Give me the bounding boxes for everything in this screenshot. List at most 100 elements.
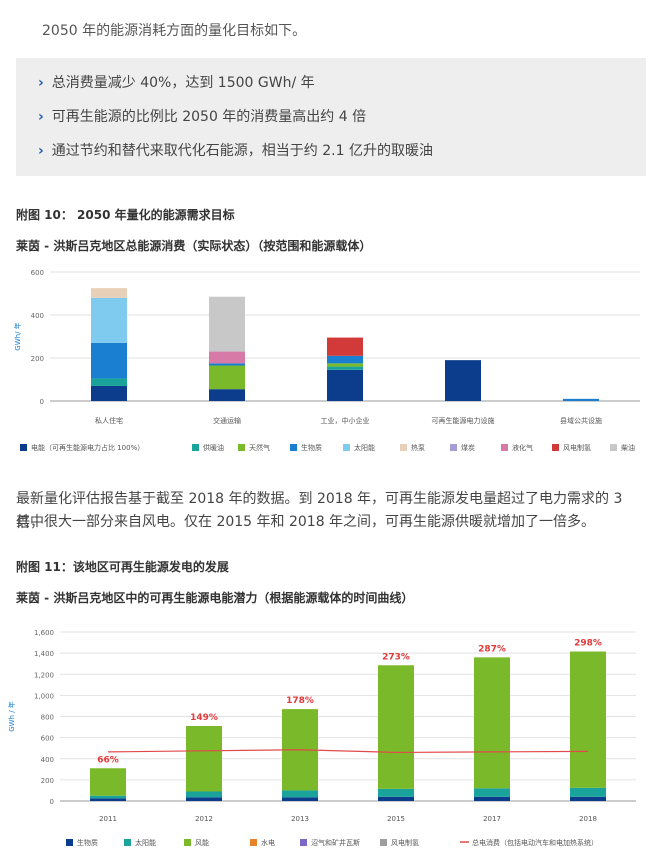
legend-swatch [124,839,131,846]
y-tick-label: 1,400 [34,650,54,658]
target-text: 总消费量减少 40%，达到 1500 GWh/ 年 [51,75,315,91]
bar-segment [186,791,222,798]
legend-swatch [400,444,407,451]
target-text: 通过节约和替代来取代化石能源，相当于约 2.1 亿升的取暖油 [51,143,433,159]
percentage-annotation: 273% [382,652,410,662]
y-tick-label: 1,000 [34,692,54,700]
legend-swatch [20,444,27,451]
y-tick-label: 200 [31,355,44,363]
chart-2-renewable-electricity: 0 200 400 600 800 1,000 1,200 1,400 1,600 GWh / 年… [7,629,636,847]
legend-label: 天然气 [249,443,270,452]
targets-box: › 总消费量减少 40%，达到 1500 GWh/ 年 › 可再生能源的比例比 20… [16,58,646,176]
y-tick-label: 400 [41,756,54,764]
chart-1-title: 莱茵 - 洪斯吕克地区总能源消费（实际状态）（按范围和能源载体） [16,239,372,253]
x-tick-label: 2017 [483,815,501,823]
bar-segment [563,398,599,401]
x-tick-label: 2013 [291,815,309,823]
chevron-right-icon: › [38,109,44,125]
x-tick-label: 工业，中小企业 [321,416,370,425]
legend-label: 太阳能 [354,443,375,452]
y-tick-label: 1,200 [34,671,54,679]
legend-swatch [192,444,199,451]
legend-swatch [250,839,257,846]
legend-label: 沼气和矿井瓦斯 [311,838,360,847]
y-tick-label: 600 [41,735,54,743]
bar-segment [445,360,481,401]
bar-segment [282,797,318,801]
bar-segment [327,366,363,370]
bar-segment [209,351,245,364]
target-text: 可再生能源的比例比 2050 年的消费量高出约 4 倍 [51,109,367,125]
bar-segment [91,288,127,298]
bar-segment [186,797,222,801]
bar-segment [91,385,127,401]
legend-label: 液化气 [512,443,533,452]
bar-segment [209,389,245,401]
legend-label: 风电制氢 [391,838,419,847]
consumption-line [107,749,589,754]
figure-10-caption: 附图 10： 2050 年量化的能源需求目标 [16,208,235,222]
bar-segment [378,665,414,789]
y-tick-label: 600 [31,269,44,277]
y-tick-label: 800 [41,714,54,722]
legend-swatch [552,444,559,451]
percentage-annotation: 66% [97,755,119,765]
x-tick-label: 2012 [195,815,213,823]
target-item: › 通过节约和替代来取代化石能源，相当于约 2.1 亿升的取暖油 [38,140,433,160]
legend-label: 风电制氢 [563,443,591,452]
legend-swatch [290,444,297,451]
bar-segment [282,790,318,798]
legend-label: 水电 [261,838,275,847]
bar-segment [474,796,510,801]
percentage-annotation: 287% [478,644,506,654]
bar-segment [91,378,127,386]
bar-segment [327,337,363,356]
target-item: › 可再生能源的比例比 2050 年的消费量高出约 4 倍 [38,106,366,126]
bar-segment [91,297,127,343]
legend-swatch [343,444,350,451]
x-tick-label: 可再生能源电力设施 [432,416,495,425]
x-tick-label: 2018 [579,815,597,823]
legend-swatch [610,444,617,451]
legend-swatch [501,444,508,451]
legend-label: 生物质 [77,838,98,847]
bar-segment [474,788,510,797]
legend-label: 总电消费（包括电动汽车和电加热系统） [472,838,598,847]
paragraph-line-1: 最新量化评估报告基于截至 2018 年的数据。到 2018 年，可再生能源发电量… [16,491,623,531]
y-tick-label: 1,600 [34,629,54,637]
bar-segment [378,796,414,801]
intro-text: 2050 年的能源消耗方面的量化目标如下。 [42,23,307,39]
bar-segment [209,296,245,352]
bar-segment [91,342,127,379]
y-tick-label: 0 [40,398,44,406]
percentage-annotation: 178% [286,696,314,706]
legend-swatch [380,839,387,846]
x-tick-label: 2015 [387,815,405,823]
y-axis-label: GWh/ 年 [13,322,22,350]
bar-segment [90,795,126,799]
legend-swatch [66,839,73,846]
y-tick-label: 400 [31,312,44,320]
legend-label: 供暖油 [203,443,224,452]
x-tick-label: 县域公共设施 [560,416,602,425]
legend-label: 柴油 [621,443,635,452]
y-tick-label: 0 [50,798,54,806]
bar-segment [327,369,363,401]
bar-segment [186,726,222,792]
chevron-right-icon: › [38,143,44,159]
y-axis-label: GWh / 年 [7,701,16,732]
legend-label: 煤炭 [461,443,475,452]
legend-label: 电能（可再生能源电力占比 100%） [31,443,144,452]
bar-segment [327,363,363,367]
figure-11-caption: 附图 11：该地区可再生能源发电的发展 [16,560,229,574]
legend-swatch [450,444,457,451]
chart-2-title: 莱茵 - 洪斯吕克地区中的可再生能源电能潜力（根据能源载体的时间曲线） [16,591,414,605]
percentage-annotation: 298% [574,639,602,649]
bar-segment [327,355,363,364]
target-item: › 总消费量减少 40%，达到 1500 GWh/ 年 [38,72,315,92]
bar-segment [209,365,245,390]
bar-segment [209,363,245,366]
bar-segment [90,768,126,796]
legend-label: 热泵 [411,443,425,452]
